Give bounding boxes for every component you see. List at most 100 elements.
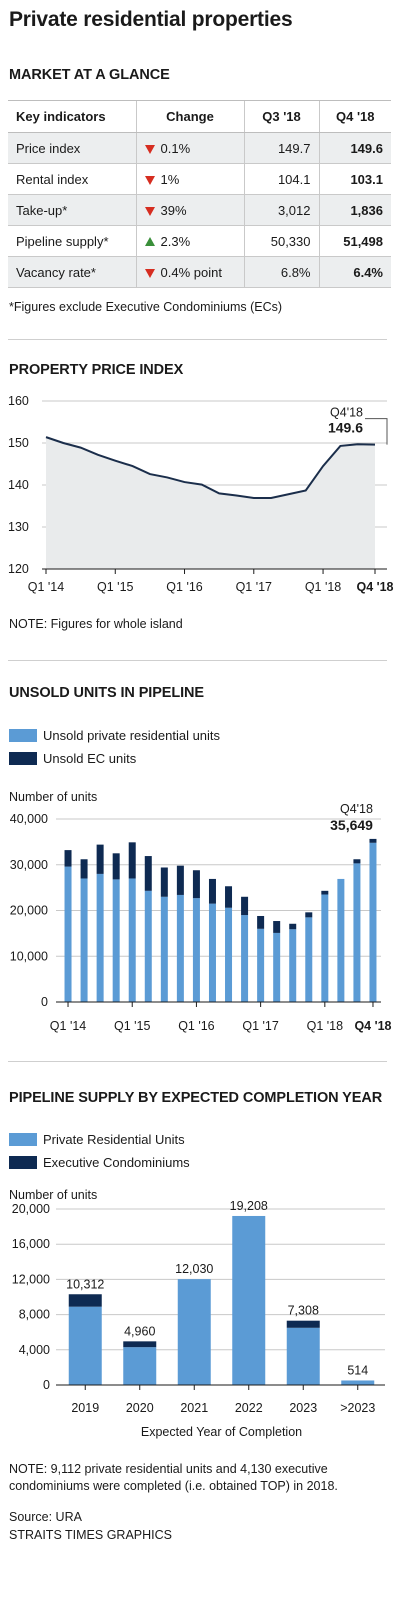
unsold-ylabel: Number of units (9, 790, 98, 804)
change-value: 1% (160, 171, 180, 187)
bar-ec (176, 865, 184, 895)
indicator-label: Vacancy rate* (16, 264, 96, 280)
y-tick-label: 12,000 (12, 1272, 50, 1286)
x-tick-label: Q1 '17 (236, 580, 272, 594)
data-label: 7,308 (288, 1304, 319, 1318)
x-tick-label: 2022 (235, 1401, 263, 1415)
triangle-down-icon (144, 268, 155, 278)
bar-private (257, 928, 265, 1002)
market-footnote: *Figures exclude Executive Condominiums … (9, 300, 283, 314)
bar-ec (321, 890, 329, 895)
y-tick-label: 160 (8, 394, 29, 408)
credit-text: STRAITS TIMES GRAPHICS (9, 1528, 172, 1542)
q3-cell: 50,330 (243, 225, 319, 257)
divider (8, 660, 387, 661)
x-tick-label: Q1 '17 (242, 1019, 278, 1033)
q4-cell: 149.6 (318, 132, 391, 164)
divider (8, 339, 387, 340)
data-label: 10,312 (66, 1277, 104, 1291)
annotation-label: Q4'18 (330, 406, 363, 420)
q4-cell: 51,498 (318, 225, 391, 257)
data-label: 12,030 (175, 1262, 213, 1276)
bar-ec (305, 912, 313, 918)
table-row: Rental index 1% 104.1 103.1 (8, 163, 391, 195)
divider (8, 1061, 387, 1062)
y-tick-label: 20,000 (10, 904, 48, 918)
table-row: Price index 0.1% 149.7 149.6 (8, 132, 391, 164)
bar-ec (289, 923, 297, 930)
table-row: Vacancy rate* 0.4% point 6.8% 6.4% (8, 256, 391, 288)
bar-private (232, 1215, 266, 1385)
price-note: NOTE: Figures for whole island (9, 617, 183, 631)
bar-ec (241, 896, 249, 916)
pipeline-note-line2: condominiums were completed (i.e. obtain… (9, 1479, 338, 1493)
annotation-value: 149.6 (328, 420, 363, 436)
bar-private (369, 842, 377, 1002)
bar-private (241, 915, 249, 1002)
indicator-cell: Take-up* (8, 194, 136, 226)
indicator-label: Rental index (16, 171, 89, 187)
y-tick-label: 8,000 (19, 1308, 50, 1322)
bar-private (337, 878, 345, 1002)
q3-cell: 104.1 (243, 163, 319, 195)
annotation-label: Q4'18 (340, 802, 373, 816)
bar-ec (123, 1341, 157, 1348)
bar-ec (208, 878, 216, 904)
y-tick-label: 4,000 (19, 1343, 50, 1357)
legend-swatch-private-units (9, 1133, 37, 1146)
indicator-cell: Price index (8, 132, 136, 164)
market-table: Key indicators Change Q3 '18 Q4 '18 Pric… (8, 100, 391, 288)
bar-ec (273, 921, 281, 933)
change-cell: 2.3% (135, 225, 244, 257)
bar-ec (128, 842, 136, 879)
annotation-leader (365, 418, 388, 445)
header-change: Change (135, 100, 244, 133)
x-tick-label: Q1 '18 (305, 580, 341, 594)
y-tick-label: 0 (43, 1378, 50, 1392)
x-tick-label: Q1 '16 (166, 580, 202, 594)
bar-private (192, 898, 200, 1002)
y-tick-label: 16,000 (12, 1237, 50, 1251)
table-header-row: Key indicators Change Q3 '18 Q4 '18 (8, 100, 391, 133)
q4-cell: 1,836 (318, 194, 391, 226)
legend-label-private: Unsold private residential units (43, 728, 221, 743)
bar-private (112, 879, 120, 1002)
indicator-cell: Pipeline supply* (8, 225, 136, 257)
unsold-units-chart: 0 10,000 20,000 30,000 40,000 Q1 '14 Q1 '15 Q1 … (10, 802, 392, 1033)
bar-private (208, 903, 216, 1002)
data-label: 514 (347, 1363, 368, 1377)
bar-private (273, 932, 281, 1002)
page-title: Private residential properties (9, 8, 293, 31)
bar-ec (64, 850, 72, 867)
legend-label-ec: Unsold EC units (43, 751, 137, 766)
y-tick-label: 120 (8, 562, 29, 576)
table-row: Pipeline supply* 2.3% 50,330 51,498 (8, 225, 391, 257)
data-label: 19,208 (230, 1200, 268, 1213)
market-section-title: MARKET AT A GLANCE (9, 67, 170, 83)
bar-private (289, 929, 297, 1002)
triangle-down-icon (144, 206, 155, 216)
bar-private (341, 1380, 375, 1385)
bar-private (64, 866, 72, 1002)
triangle-down-icon (144, 175, 155, 185)
bar-private (128, 878, 136, 1002)
source-text: Source: URA (9, 1510, 82, 1524)
x-tick-label: Q1 '18 (307, 1019, 343, 1033)
x-tick-label: Q4 '18 (354, 1019, 391, 1033)
unsold-title: UNSOLD UNITS IN PIPELINE (9, 685, 204, 701)
legend-swatch-private (9, 729, 37, 742)
bar-ec (353, 859, 361, 864)
x-tick-label: 2023 (289, 1401, 317, 1415)
x-tick-label: >2023 (340, 1401, 375, 1415)
change-value: 2.3% (160, 233, 191, 249)
y-tick-label: 20,000 (12, 1202, 50, 1216)
price-index-title: PROPERTY PRICE INDEX (9, 362, 184, 378)
bar-ec (80, 859, 88, 879)
change-cell: 0.1% (135, 132, 244, 164)
y-tick-label: 0 (41, 995, 48, 1009)
pipeline-title: PIPELINE SUPPLY BY EXPECTED COMPLETION Y… (9, 1090, 383, 1106)
bar-private (123, 1347, 157, 1385)
q4-cell: 6.4% (318, 256, 391, 288)
bar-ec (225, 886, 233, 908)
indicator-cell: Vacancy rate* (8, 256, 136, 288)
